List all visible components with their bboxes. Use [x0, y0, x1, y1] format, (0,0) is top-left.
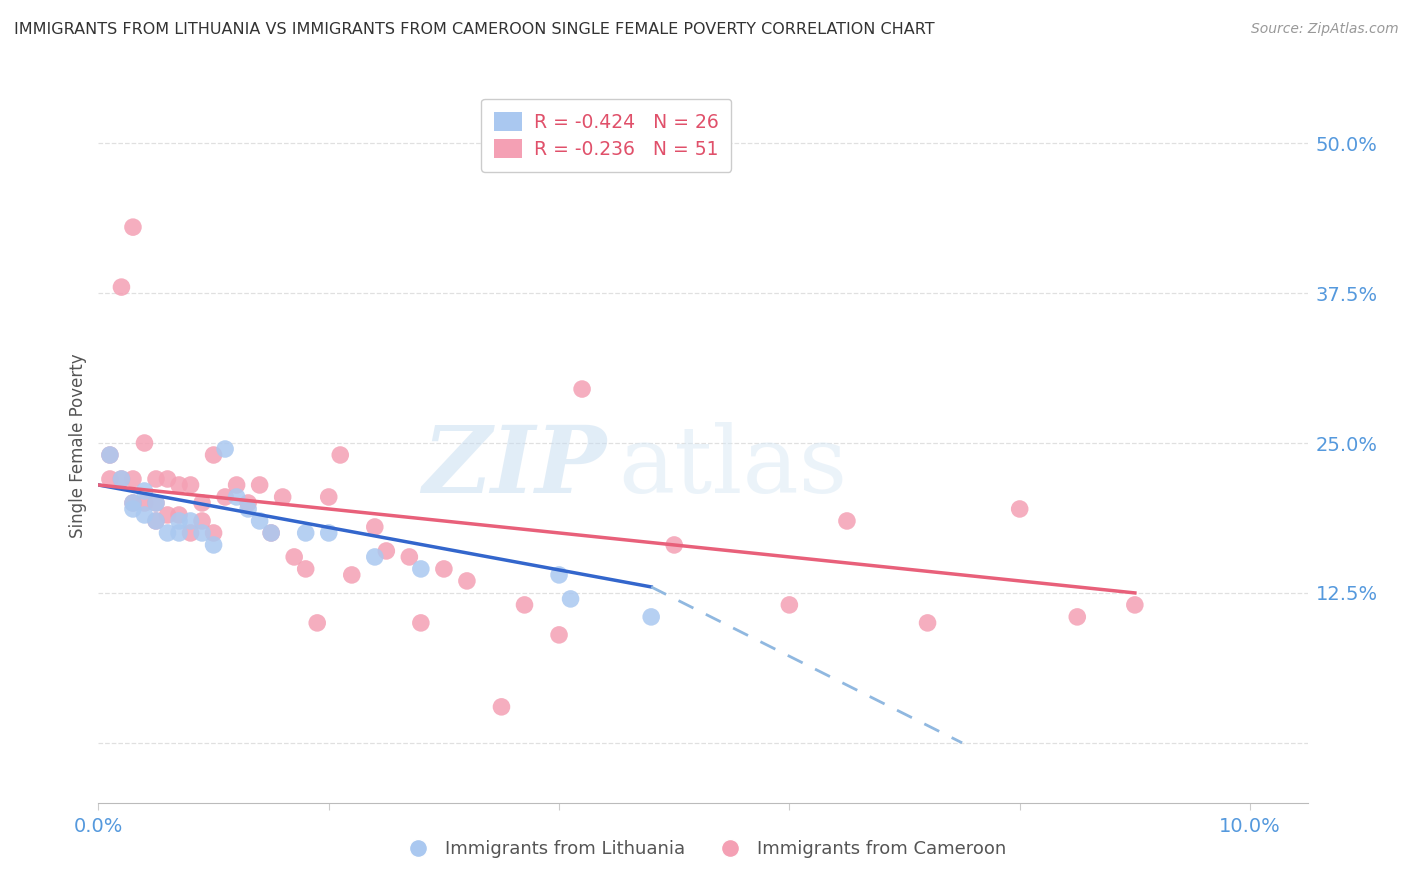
Point	[513, 598, 536, 612]
Point	[249, 478, 271, 492]
Point	[340, 568, 363, 582]
Point	[318, 525, 340, 540]
Point	[664, 538, 686, 552]
Point	[145, 514, 167, 528]
Point	[145, 514, 167, 528]
Point	[134, 483, 156, 498]
Point	[236, 502, 259, 516]
Point	[456, 574, 478, 588]
Point	[307, 615, 329, 630]
Point	[180, 525, 202, 540]
Point	[1066, 610, 1088, 624]
Point	[122, 496, 145, 510]
Point	[571, 382, 593, 396]
Point	[110, 280, 132, 294]
Point	[548, 568, 571, 582]
Point	[329, 448, 352, 462]
Point	[202, 525, 225, 540]
Point	[202, 448, 225, 462]
Point	[167, 525, 190, 540]
Point	[375, 544, 398, 558]
Point	[191, 514, 214, 528]
Point	[156, 472, 179, 486]
Point	[214, 442, 236, 456]
Point	[409, 562, 432, 576]
Point	[191, 525, 214, 540]
Point	[491, 699, 513, 714]
Point	[283, 549, 305, 564]
Point	[110, 472, 132, 486]
Point	[249, 514, 271, 528]
Point	[191, 496, 214, 510]
Point	[214, 490, 236, 504]
Point	[294, 562, 316, 576]
Point	[778, 598, 800, 612]
Point	[122, 502, 145, 516]
Legend: Immigrants from Lithuania, Immigrants from Cameroon: Immigrants from Lithuania, Immigrants fr…	[392, 833, 1014, 865]
Point	[294, 525, 316, 540]
Point	[145, 496, 167, 510]
Point	[202, 538, 225, 552]
Point	[236, 496, 259, 510]
Point	[110, 472, 132, 486]
Point	[398, 549, 420, 564]
Point	[1123, 598, 1146, 612]
Point	[318, 490, 340, 504]
Point	[145, 472, 167, 486]
Point	[560, 591, 582, 606]
Point	[180, 514, 202, 528]
Point	[156, 508, 179, 522]
Point	[98, 448, 121, 462]
Text: ZIP: ZIP	[422, 423, 606, 512]
Point	[271, 490, 294, 504]
Point	[364, 549, 387, 564]
Point	[167, 478, 190, 492]
Point	[98, 448, 121, 462]
Point	[145, 496, 167, 510]
Point	[640, 610, 662, 624]
Point	[1008, 502, 1031, 516]
Point	[225, 478, 247, 492]
Y-axis label: Single Female Poverty: Single Female Poverty	[69, 354, 87, 538]
Point	[122, 496, 145, 510]
Point	[134, 496, 156, 510]
Point	[98, 472, 121, 486]
Point	[134, 436, 156, 450]
Point	[156, 525, 179, 540]
Text: atlas: atlas	[619, 423, 848, 512]
Point	[225, 490, 247, 504]
Point	[134, 508, 156, 522]
Point	[409, 615, 432, 630]
Point	[180, 478, 202, 492]
Point	[917, 615, 939, 630]
Text: IMMIGRANTS FROM LITHUANIA VS IMMIGRANTS FROM CAMEROON SINGLE FEMALE POVERTY CORR: IMMIGRANTS FROM LITHUANIA VS IMMIGRANTS …	[14, 22, 935, 37]
Point	[167, 514, 190, 528]
Point	[122, 472, 145, 486]
Point	[260, 525, 283, 540]
Point	[548, 628, 571, 642]
Point	[433, 562, 456, 576]
Text: Source: ZipAtlas.com: Source: ZipAtlas.com	[1251, 22, 1399, 37]
Point	[260, 525, 283, 540]
Point	[167, 508, 190, 522]
Point	[122, 220, 145, 235]
Point	[835, 514, 858, 528]
Point	[364, 520, 387, 534]
